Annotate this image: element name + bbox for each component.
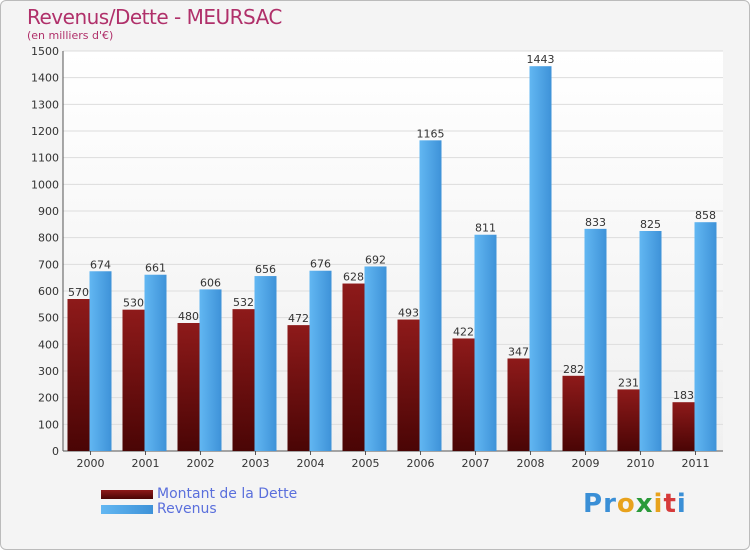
debt-bar: [452, 338, 475, 451]
debt-bar: [232, 309, 255, 451]
x-tick-label: 2003: [242, 457, 270, 470]
logo-letter: i: [676, 489, 687, 519]
debt-bar: [562, 375, 585, 451]
revenue-bar: [529, 66, 552, 451]
y-tick-label: 500: [38, 312, 59, 325]
revenue-bar: [694, 222, 717, 451]
debt-bar: [67, 299, 90, 451]
logo-letter: t: [663, 489, 677, 519]
x-tick-label: 2009: [572, 457, 600, 470]
y-tick-label: 1500: [31, 45, 59, 58]
x-tick-label: 2006: [407, 457, 435, 470]
logo-letter: r: [603, 489, 617, 519]
y-tick-label: 1000: [31, 178, 59, 191]
y-tick-label: 800: [38, 232, 59, 245]
revenue-bar: [199, 289, 222, 451]
x-tick-label: 2005: [352, 457, 380, 470]
debt-bar-label: 422: [453, 325, 474, 338]
revenue-bar-label: 858: [695, 209, 716, 222]
y-tick-label: 900: [38, 205, 59, 218]
debt-bar-label: 231: [618, 376, 639, 389]
revenue-bar-label: 825: [640, 218, 661, 231]
revenue-bar-label: 1443: [527, 53, 555, 66]
revenue-bar: [144, 274, 167, 451]
debt-bar-label: 530: [123, 297, 144, 310]
revenue-bar-label: 1165: [417, 127, 445, 140]
y-tick-label: 700: [38, 258, 59, 271]
debt-bar-label: 347: [508, 345, 529, 358]
y-tick-label: 1300: [31, 98, 59, 111]
logo-letter: i: [653, 489, 664, 519]
x-tick-label: 2002: [187, 457, 215, 470]
logo-letter: x: [635, 489, 654, 519]
revenue-bar-label: 676: [310, 258, 331, 271]
plot-area: [63, 51, 723, 451]
y-tick-label: 1200: [31, 125, 59, 138]
legend-swatch-revenue: [101, 505, 153, 514]
revenue-bar-label: 674: [90, 258, 111, 271]
y-tick-label: 200: [38, 392, 59, 405]
debt-bar-label: 493: [398, 307, 419, 320]
x-tick-label: 2000: [77, 457, 105, 470]
debt-bar-label: 472: [288, 312, 309, 325]
revenue-bar: [584, 228, 607, 451]
revenue-bar: [474, 234, 497, 451]
y-tick-label: 100: [38, 418, 59, 431]
legend-label-debt: Montant de la Dette: [157, 486, 298, 502]
chart-title: Revenus/Dette - MEURSAC: [27, 5, 282, 29]
revenue-bar-label: 811: [475, 222, 496, 235]
revenue-bar: [639, 231, 662, 451]
x-tick-label: 2008: [517, 457, 545, 470]
debt-bar-label: 282: [563, 363, 584, 376]
x-tick-label: 2007: [462, 457, 490, 470]
debt-bar: [177, 323, 200, 451]
x-tick-label: 2001: [132, 457, 160, 470]
revenue-bar: [89, 271, 112, 451]
revenue-bar: [419, 140, 442, 452]
debt-bar: [397, 319, 420, 451]
debt-bar-label: 628: [343, 271, 364, 284]
debt-bar: [672, 402, 695, 451]
debt-bar-label: 183: [673, 389, 694, 402]
chart-subtitle: (en milliers d'€): [27, 29, 114, 42]
debt-bar-label: 480: [178, 310, 199, 323]
revenue-bar: [254, 276, 277, 451]
legend-swatch-debt: [101, 490, 153, 499]
y-tick-label: 600: [38, 285, 59, 298]
revenue-bar-label: 833: [585, 216, 606, 229]
x-tick-label: 2004: [297, 457, 325, 470]
logo-letter: P: [583, 489, 604, 519]
y-tick-label: 1100: [31, 152, 59, 165]
proxiti-logo: Proxiti: [583, 489, 687, 519]
revenue-bar-label: 692: [365, 253, 386, 266]
debt-bar-label: 532: [233, 296, 254, 309]
x-tick-label: 2011: [682, 457, 710, 470]
legend-label-revenue: Revenus: [157, 501, 217, 517]
revenue-bar-label: 656: [255, 263, 276, 276]
logo-letter: o: [616, 489, 636, 519]
debt-bar-label: 570: [68, 286, 89, 299]
x-tick-label: 2010: [627, 457, 655, 470]
debt-bar: [507, 358, 530, 451]
debt-bar: [617, 389, 640, 451]
revenue-bar: [309, 270, 332, 451]
y-tick-label: 300: [38, 365, 59, 378]
y-tick-label: 1400: [31, 72, 59, 85]
revenue-bar-label: 661: [145, 262, 166, 275]
debt-bar: [122, 309, 145, 451]
y-tick-label: 0: [52, 445, 59, 458]
revenue-bar: [364, 266, 387, 451]
revenue-bar-label: 606: [200, 276, 221, 289]
y-tick-label: 400: [38, 338, 59, 351]
debt-bar: [342, 283, 365, 451]
debt-bar: [287, 325, 310, 451]
